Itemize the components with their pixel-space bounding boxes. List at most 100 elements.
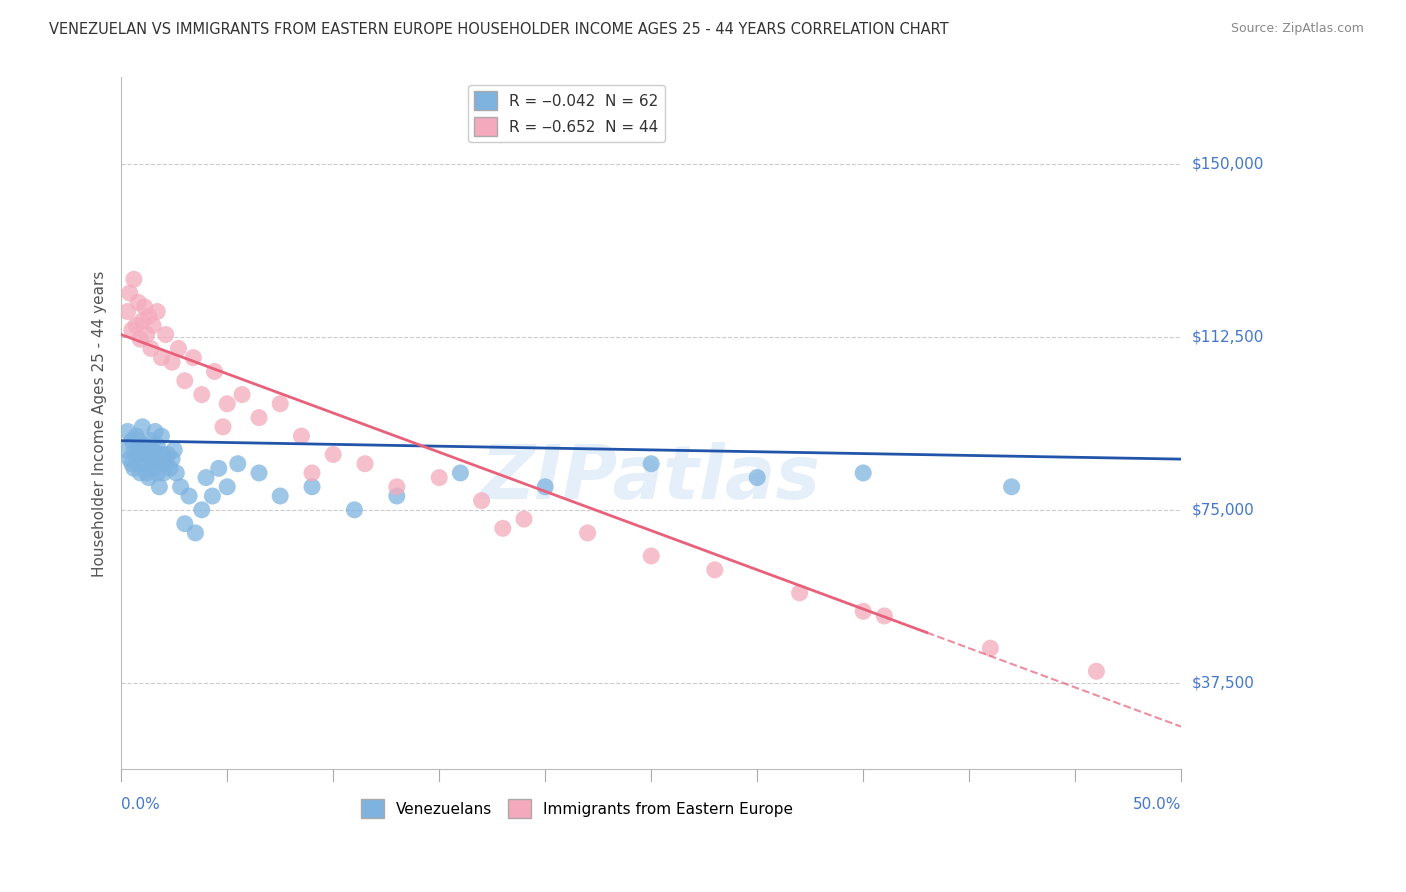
- Point: [155, 457, 177, 471]
- Text: Source: ZipAtlas.com: Source: ZipAtlas.com: [1230, 22, 1364, 36]
- Point: [247, 466, 270, 480]
- Point: [142, 461, 165, 475]
- Point: [247, 410, 270, 425]
- Text: $112,500: $112,500: [1192, 329, 1264, 344]
- Point: [852, 466, 875, 480]
- Point: [534, 480, 557, 494]
- Point: [160, 452, 183, 467]
- Point: [135, 442, 157, 457]
- Point: [134, 300, 156, 314]
- Point: [134, 457, 156, 471]
- Point: [138, 470, 160, 484]
- Text: VENEZUELAN VS IMMIGRANTS FROM EASTERN EUROPE HOUSEHOLDER INCOME AGES 25 - 44 YEA: VENEZUELAN VS IMMIGRANTS FROM EASTERN EU…: [49, 22, 949, 37]
- Point: [122, 461, 145, 475]
- Point: [142, 442, 165, 457]
- Point: [471, 493, 494, 508]
- Point: [118, 286, 141, 301]
- Point: [146, 466, 169, 480]
- Point: [150, 457, 173, 471]
- Point: [163, 442, 186, 457]
- Point: [191, 503, 214, 517]
- Point: [204, 364, 226, 378]
- Point: [117, 425, 139, 439]
- Point: [127, 434, 149, 448]
- Point: [1085, 665, 1108, 679]
- Point: [121, 457, 143, 471]
- Point: [385, 480, 408, 494]
- Point: [640, 549, 662, 563]
- Point: [873, 609, 896, 624]
- Point: [131, 448, 153, 462]
- Text: ZIPatlas: ZIPatlas: [481, 442, 821, 516]
- Point: [979, 641, 1001, 656]
- Point: [129, 442, 152, 457]
- Point: [160, 355, 183, 369]
- Point: [122, 442, 145, 457]
- Point: [789, 586, 811, 600]
- Point: [139, 342, 162, 356]
- Point: [165, 466, 187, 480]
- Point: [148, 480, 170, 494]
- Point: [152, 448, 174, 462]
- Point: [146, 438, 169, 452]
- Point: [131, 314, 153, 328]
- Point: [322, 448, 344, 462]
- Point: [155, 327, 177, 342]
- Point: [139, 434, 162, 448]
- Point: [195, 470, 218, 484]
- Point: [343, 503, 366, 517]
- Point: [173, 516, 195, 531]
- Point: [118, 452, 141, 467]
- Point: [169, 480, 191, 494]
- Point: [127, 295, 149, 310]
- Point: [135, 327, 157, 342]
- Point: [449, 466, 471, 480]
- Point: [576, 525, 599, 540]
- Point: [269, 489, 291, 503]
- Point: [150, 429, 173, 443]
- Point: [208, 461, 231, 475]
- Point: [142, 318, 165, 333]
- Point: [121, 434, 143, 448]
- Point: [513, 512, 536, 526]
- Point: [747, 470, 769, 484]
- Point: [159, 461, 181, 475]
- Point: [127, 457, 149, 471]
- Point: [122, 272, 145, 286]
- Point: [301, 466, 323, 480]
- Point: [226, 457, 249, 471]
- Point: [150, 351, 173, 365]
- Point: [139, 452, 162, 467]
- Point: [114, 442, 136, 457]
- Point: [121, 323, 143, 337]
- Point: [1000, 480, 1022, 494]
- Point: [134, 438, 156, 452]
- Text: $75,000: $75,000: [1192, 502, 1254, 517]
- Point: [269, 397, 291, 411]
- Point: [138, 309, 160, 323]
- Point: [156, 448, 179, 462]
- Point: [129, 332, 152, 346]
- Point: [125, 448, 148, 462]
- Point: [301, 480, 323, 494]
- Point: [131, 420, 153, 434]
- Point: [427, 470, 450, 484]
- Point: [290, 429, 312, 443]
- Point: [385, 489, 408, 503]
- Point: [138, 448, 160, 462]
- Point: [640, 457, 662, 471]
- Point: [354, 457, 377, 471]
- Point: [184, 525, 207, 540]
- Point: [181, 351, 204, 365]
- Point: [852, 604, 875, 618]
- Point: [125, 429, 148, 443]
- Text: 50.0%: 50.0%: [1133, 797, 1181, 812]
- Point: [135, 466, 157, 480]
- Text: $37,500: $37,500: [1192, 675, 1254, 690]
- Text: 0.0%: 0.0%: [121, 797, 160, 812]
- Point: [117, 304, 139, 318]
- Text: $150,000: $150,000: [1192, 156, 1264, 171]
- Point: [217, 397, 239, 411]
- Point: [492, 521, 515, 535]
- Point: [231, 387, 253, 401]
